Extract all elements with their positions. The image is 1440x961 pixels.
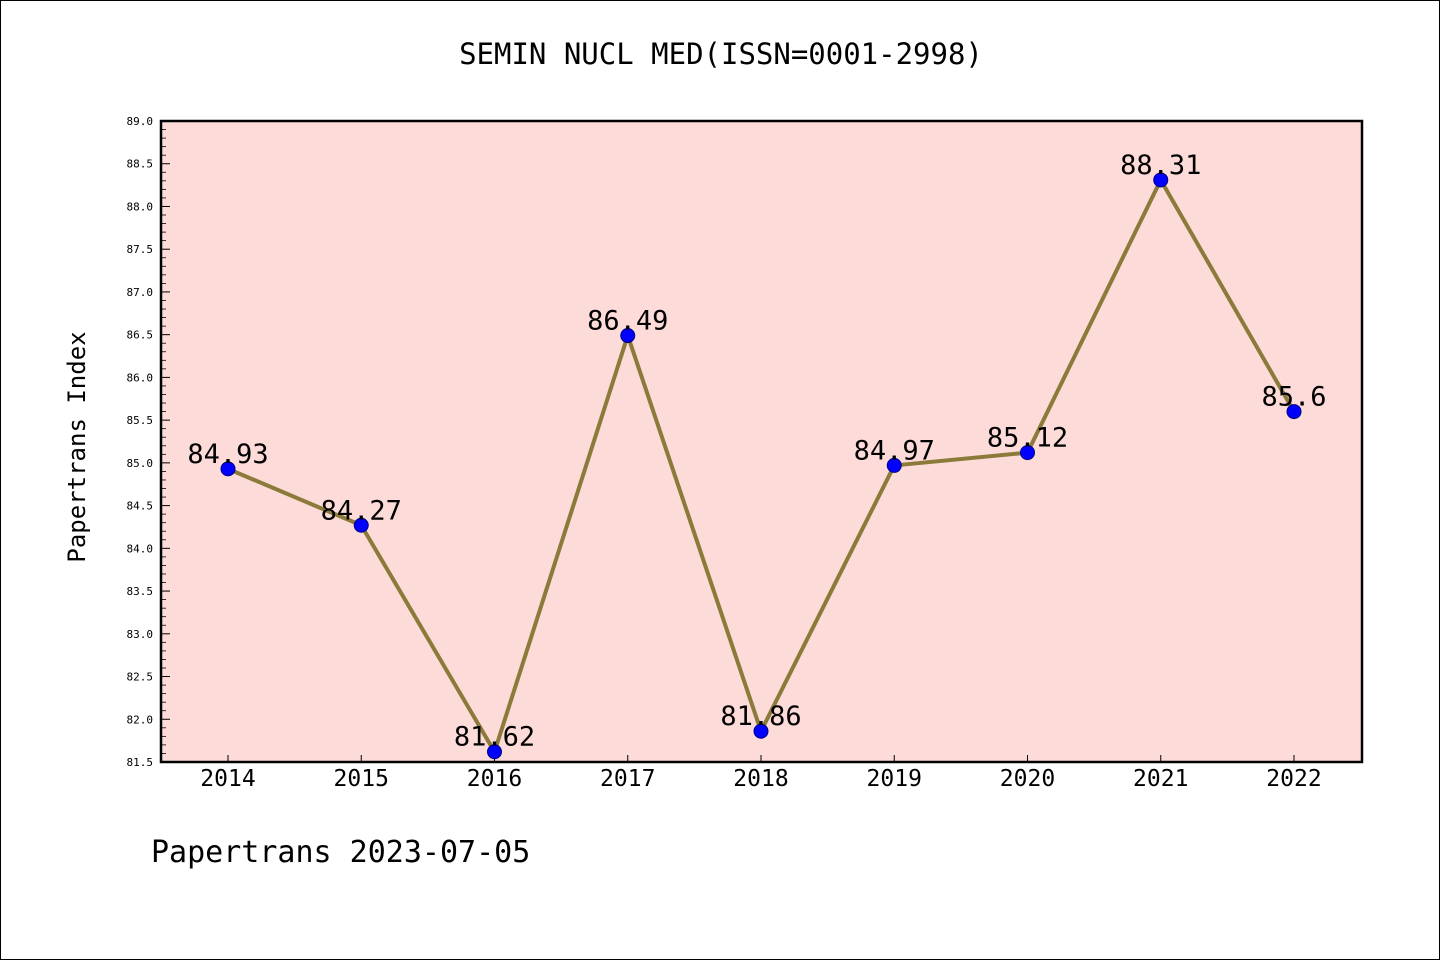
data-label: 81.62 bbox=[454, 722, 535, 753]
x-tick-label: 2017 bbox=[600, 766, 655, 792]
y-tick-label: 87.5 bbox=[127, 243, 154, 256]
plot-area bbox=[159, 119, 1364, 764]
x-tick-label: 2019 bbox=[867, 766, 922, 792]
y-tick-label: 84.5 bbox=[127, 500, 154, 513]
chart-title: SEMIN NUCL MED(ISSN=0001-2998) bbox=[459, 37, 983, 71]
y-tick-label: 83.5 bbox=[127, 585, 154, 598]
x-tick-label: 2021 bbox=[1133, 766, 1188, 792]
data-point bbox=[1153, 172, 1169, 188]
x-tick-label: 2020 bbox=[1000, 766, 1055, 792]
data-point bbox=[353, 517, 369, 533]
y-tick-label: 87.0 bbox=[127, 286, 154, 299]
y-tick-label: 82.0 bbox=[127, 713, 154, 726]
data-point bbox=[220, 461, 236, 477]
y-tick-label: 88.5 bbox=[127, 158, 154, 171]
y-tick-label: 85.0 bbox=[127, 457, 154, 470]
data-label: 85.12 bbox=[987, 423, 1068, 454]
y-tick-label: 85.5 bbox=[127, 414, 154, 427]
data-label: 81.86 bbox=[720, 701, 801, 732]
y-tick-label: 88.0 bbox=[127, 200, 154, 213]
data-point bbox=[1020, 445, 1035, 461]
x-tick-label: 2014 bbox=[200, 766, 255, 792]
data-point bbox=[487, 744, 502, 760]
y-tick-label: 86.5 bbox=[127, 329, 154, 342]
data-label: 86.49 bbox=[587, 306, 668, 337]
data-point bbox=[620, 328, 636, 344]
y-tick-label: 81.5 bbox=[127, 756, 154, 769]
data-point bbox=[1286, 404, 1302, 420]
x-tick-label: 2015 bbox=[334, 766, 389, 792]
data-label: 85.6 bbox=[1261, 382, 1326, 413]
x-tick-label: 2018 bbox=[733, 766, 788, 792]
data-label: 88.31 bbox=[1120, 150, 1201, 181]
x-tick-label: 2016 bbox=[467, 766, 522, 792]
data-label: 84.93 bbox=[187, 439, 268, 470]
data-point bbox=[886, 457, 902, 473]
footer-caption: Papertrans 2023-07-05 bbox=[151, 835, 531, 870]
data-point bbox=[753, 723, 769, 739]
y-tick-label: 84.0 bbox=[127, 542, 154, 555]
y-tick-label: 83.0 bbox=[127, 628, 154, 641]
y-tick-label: 82.5 bbox=[127, 671, 154, 684]
y-tick-label: 89.0 bbox=[127, 115, 154, 128]
x-tick-label: 2022 bbox=[1266, 766, 1321, 792]
y-tick-label: 86.0 bbox=[127, 371, 154, 384]
data-label: 84.97 bbox=[854, 435, 935, 466]
data-label: 84.27 bbox=[321, 495, 402, 526]
